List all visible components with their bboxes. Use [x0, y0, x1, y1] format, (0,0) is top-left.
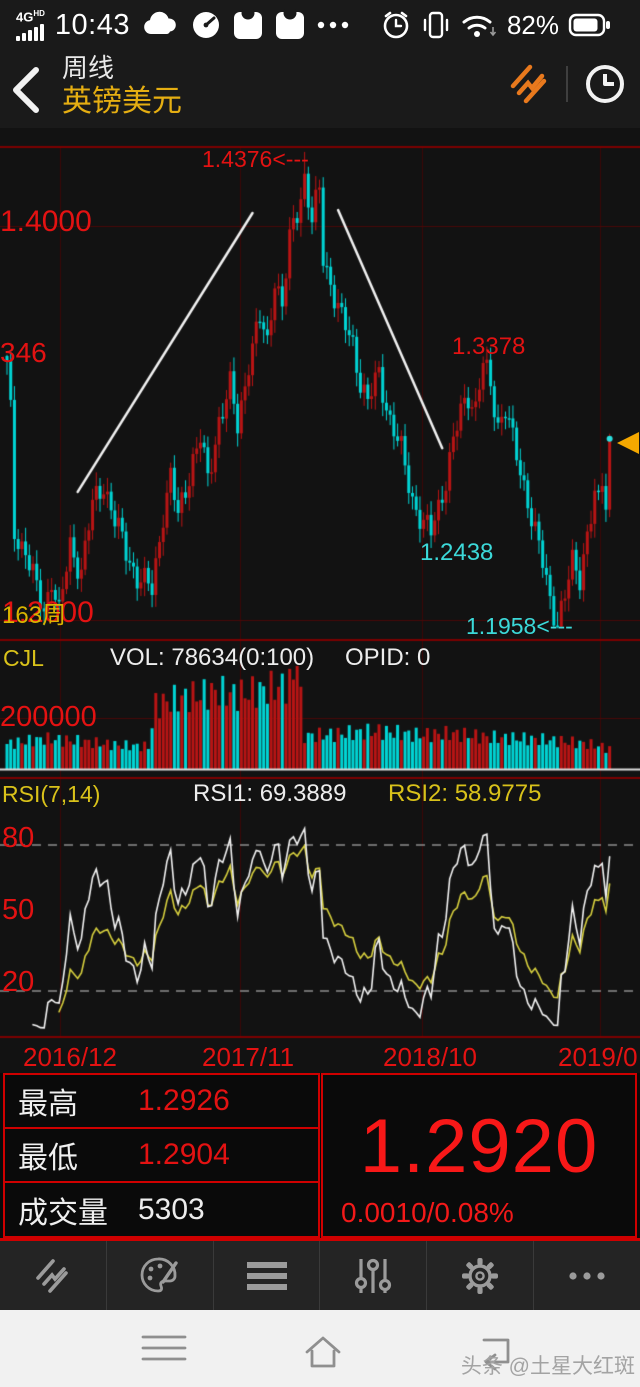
system-nav-bar: 头条 @土星大红斑 [0, 1310, 640, 1387]
current-price-marker-icon [617, 432, 639, 454]
gear-icon [462, 1257, 499, 1294]
palette-icon [140, 1257, 178, 1292]
rsi1-value-label: RSI1: 69.3889 [193, 780, 347, 807]
trend-lines-button[interactable] [0, 1241, 107, 1310]
trend-lines-icon [36, 1258, 68, 1293]
timeframe-label: 周线 [62, 53, 115, 83]
last-price: 1.2920 [359, 1104, 599, 1189]
mid-low-label: 1.2438 [420, 539, 494, 566]
watermark-text: 头条 @土星大红斑 [460, 1355, 635, 1378]
battery-icon [568, 13, 610, 37]
rsi-level-80: 80 [2, 822, 35, 854]
parameter-settings-button[interactable] [320, 1241, 428, 1310]
chart-area[interactable]: 1.4376<--- 1.4000 346 1.3378 1.2438 1.19… [0, 128, 640, 1073]
sliders-icon [355, 1258, 392, 1293]
rsi-level-50: 50 [2, 894, 35, 926]
x-label-2019: 2019/0 [558, 1044, 638, 1072]
opid-label: OPID: 0 [345, 644, 431, 671]
app-notification-icon-1 [233, 9, 262, 39]
low-row: 最低 1.2904 [3, 1127, 320, 1183]
recents-menu-icon[interactable] [140, 1332, 188, 1366]
symbol-label: 英镑美元 [62, 85, 182, 118]
peak-price-callout: 1.4376<--- [202, 146, 309, 172]
ellipsis-icon [569, 1271, 605, 1280]
weeks-count-badge: 163周 [2, 602, 67, 629]
quote-info-panel: 最高 1.2926 最低 1.2904 成交量 5303 1.2920 0.00… [0, 1073, 640, 1241]
indicator-list-button[interactable] [214, 1241, 321, 1310]
alarm-icon [383, 11, 409, 39]
clock-time: 10:43 [54, 8, 130, 41]
y-tick-partial-346: 346 [0, 337, 47, 368]
volume-indicator-label: CJL [3, 645, 44, 671]
volume-row: 成交量 5303 [3, 1181, 320, 1238]
network-hd-label: HD [33, 8, 45, 18]
candlestick-chart-canvas[interactable] [0, 128, 640, 1073]
history-clock-icon[interactable] [582, 58, 628, 110]
more-notifications-icon [317, 21, 349, 29]
last-price-box: 1.2920 0.0010/0.08% [321, 1073, 637, 1238]
wifi-icon [462, 15, 497, 37]
back-nav-icon[interactable] [470, 1332, 518, 1372]
y-tick-1-4000: 1.4000 [0, 205, 92, 238]
high-row: 最高 1.2926 [3, 1073, 320, 1129]
palette-button[interactable] [107, 1241, 214, 1310]
header-titles: 周线 英镑美元 [62, 52, 182, 120]
home-icon[interactable] [299, 1332, 347, 1370]
settings-button[interactable] [427, 1241, 535, 1310]
network-type-label: 4G [16, 9, 34, 25]
app-notification-icon-2 [275, 9, 304, 39]
x-label-2018-10: 2018/10 [383, 1042, 477, 1072]
rebound-high-label: 1.3378 [452, 333, 526, 360]
high-value: 1.2926 [138, 1084, 230, 1117]
low-label: 最低 [18, 1142, 78, 1175]
back-button[interactable] [6, 64, 46, 116]
volume-label: 成交量 [18, 1196, 108, 1230]
panel-bottom-border [0, 1238, 640, 1241]
chart-toolbar [0, 1241, 640, 1310]
indicator-trend-icon[interactable] [506, 58, 552, 110]
header-divider [566, 66, 568, 102]
status-bar: 4GHD 10:43 82% [0, 0, 640, 50]
vibrate-icon [423, 11, 449, 39]
rsi-level-20: 20 [2, 966, 35, 998]
volume-scale-label: 200000 [0, 701, 97, 733]
speedometer-icon [192, 12, 219, 38]
battery-percent-label: 82% [506, 9, 559, 40]
price-change: 0.0010/0.08% [341, 1197, 514, 1228]
list-menu-icon [246, 1261, 287, 1290]
signal-strength-icon: 4GHD [16, 8, 45, 42]
final-low-callout: 1.1958<--- [466, 613, 573, 639]
volume-value: 5303 [138, 1192, 205, 1226]
more-options-button[interactable] [534, 1241, 640, 1310]
weather-cloud-icon [144, 11, 176, 34]
rsi-indicator-label: RSI(7,14) [2, 781, 101, 807]
y-tick-1-2000: 1.2000 [2, 596, 94, 629]
high-label: 最高 [18, 1088, 78, 1121]
volume-readout-label: VOL: 78634(0:100) [110, 644, 315, 671]
app-header: 周线 英镑美元 [0, 50, 640, 128]
low-value: 1.2904 [138, 1138, 230, 1171]
rsi2-value-label: RSI2: 58.9775 [388, 780, 542, 807]
x-label-2016-12: 2016/12 [23, 1042, 117, 1072]
x-label-2017-11: 2017/11 [202, 1042, 295, 1072]
